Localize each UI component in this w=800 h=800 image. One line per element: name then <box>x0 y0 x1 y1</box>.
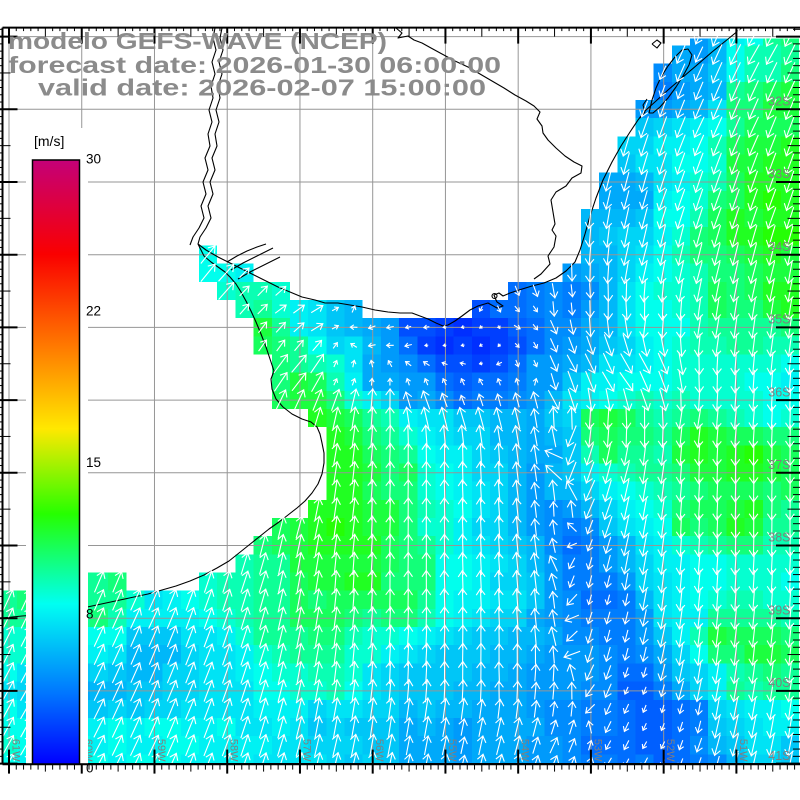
svg-text:37S: 37S <box>768 458 790 472</box>
svg-text:41S: 41S <box>768 749 790 763</box>
svg-text:59W: 59W <box>155 739 167 762</box>
svg-text:57W: 57W <box>301 739 313 762</box>
svg-text:52W: 52W <box>664 739 676 762</box>
svg-text:51W: 51W <box>737 739 749 762</box>
svg-text:0: 0 <box>86 761 94 776</box>
svg-text:22: 22 <box>86 304 101 319</box>
svg-text:55W: 55W <box>446 739 458 762</box>
svg-text:36S: 36S <box>768 385 790 399</box>
svg-text:34S: 34S <box>768 240 790 254</box>
svg-text:33S: 33S <box>768 167 790 181</box>
svg-text:modelo GEFS-WAVE (NCEP): modelo GEFS-WAVE (NCEP) <box>8 28 387 54</box>
svg-text:56W: 56W <box>373 739 385 762</box>
svg-text:8: 8 <box>86 607 94 622</box>
svg-text:15: 15 <box>86 455 101 470</box>
svg-text:38S: 38S <box>768 531 790 545</box>
svg-text:58W: 58W <box>228 739 240 762</box>
svg-text:61W: 61W <box>10 739 22 762</box>
svg-text:[m/s]: [m/s] <box>34 133 64 149</box>
svg-text:53W: 53W <box>591 739 603 762</box>
svg-text:39S: 39S <box>768 603 790 617</box>
svg-text:32S: 32S <box>768 95 790 109</box>
svg-text:54W: 54W <box>519 739 531 762</box>
svg-text:forecast date: 2026-01-30 06:0: forecast date: 2026-01-30 06:00:00 <box>8 52 501 78</box>
svg-text:35S: 35S <box>768 313 790 327</box>
svg-text:40S: 40S <box>768 676 790 690</box>
svg-text:valid date: 2026-02-07 15:00:0: valid date: 2026-02-07 15:00:00 <box>38 74 486 100</box>
svg-text:30: 30 <box>86 152 101 167</box>
